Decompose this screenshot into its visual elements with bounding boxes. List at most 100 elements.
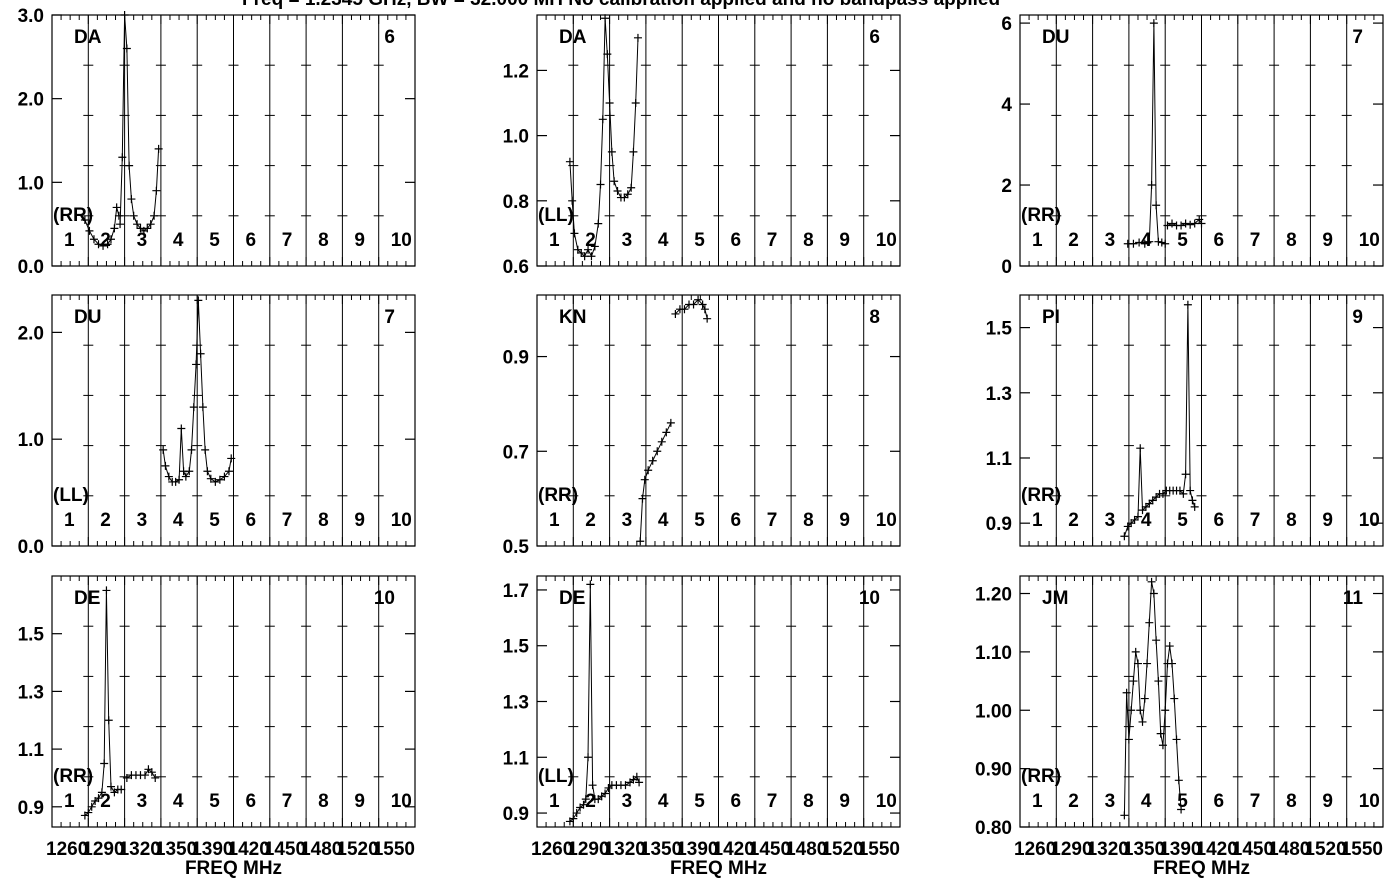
data-point — [118, 153, 127, 162]
data-point — [662, 428, 671, 437]
y-tick-label: 3.0 — [18, 6, 44, 27]
data-point — [632, 772, 641, 781]
x-tick-label: 1350 — [640, 839, 682, 860]
data-line — [1127, 23, 1166, 245]
data-point — [689, 300, 698, 309]
channel-number: 3 — [1105, 510, 1116, 531]
channel-number: 3 — [137, 230, 148, 251]
data-point — [106, 235, 115, 244]
y-tick-label: 1.5 — [503, 637, 530, 658]
data-point — [147, 768, 156, 777]
data-point — [703, 314, 712, 323]
data-point — [177, 424, 186, 433]
data-point — [146, 220, 155, 229]
channel-number: 7 — [767, 510, 778, 531]
data-point — [1120, 811, 1129, 820]
channel-number: 4 — [173, 230, 184, 251]
channel-number: 2 — [585, 791, 596, 812]
x-tick-label: 1290 — [82, 839, 124, 860]
data-point — [1136, 706, 1145, 715]
antenna-label: DE — [559, 588, 585, 609]
data-point — [1186, 486, 1195, 495]
data-point — [196, 349, 205, 358]
data-point — [1161, 239, 1170, 248]
panel-number: 10 — [859, 588, 880, 609]
data-point — [605, 99, 614, 108]
y-tick-label: 0.8 — [503, 192, 529, 213]
channel-number: 7 — [1250, 510, 1261, 531]
channel-number: 10 — [391, 230, 412, 251]
polarization-label: (RR) — [53, 766, 93, 787]
y-tick-label: 0.9 — [503, 348, 529, 369]
y-tick-label: 1.3 — [503, 693, 529, 714]
data-point — [565, 157, 574, 166]
x-tick-label: 1420 — [1196, 839, 1238, 860]
y-tick-label: 1.3 — [18, 682, 44, 703]
data-point — [621, 781, 630, 790]
y-tick-label: 4 — [1001, 95, 1012, 116]
x-tick-label: 1550 — [373, 839, 415, 860]
data-line — [119, 14, 160, 232]
data-point — [1156, 729, 1165, 738]
panel-7: 0.91.11.31.5DE 10(RR)1 2 3 4 5 6 7 8 9 10126012901… — [18, 575, 416, 879]
panel-5: 0.5 0.7 0.9 KN 8 (RR) 1 2 3 4 5 6 7 8 9 10 — [503, 294, 901, 558]
panel-1: 0.0 1.0 2.0 3.0 DA 6 (RR) 1 2 3 4 5 6 7 8 9 10 — [18, 6, 416, 278]
data-point — [636, 537, 645, 546]
channel-number: 9 — [839, 230, 850, 251]
channel-number: 5 — [1177, 230, 1188, 251]
channel-number: 10 — [1359, 510, 1380, 531]
data-point — [671, 309, 680, 318]
channel-number: 2 — [1068, 791, 1079, 812]
data-point — [1183, 300, 1192, 309]
y-tick-label: 1.00 — [975, 701, 1012, 722]
channel-number: 9 — [354, 230, 365, 251]
channel-number: 1 — [1032, 791, 1043, 812]
data-point — [185, 467, 194, 476]
data-point — [572, 809, 581, 818]
x-tick-label: 1260 — [531, 839, 573, 860]
data-point — [1157, 238, 1166, 247]
data-point — [181, 472, 190, 481]
x-tick-label: 1450 — [264, 839, 306, 860]
data-point — [102, 586, 111, 595]
antenna-label: DU — [74, 307, 101, 328]
data-point — [122, 44, 131, 53]
data-point — [588, 781, 597, 790]
channel-number: 7 — [282, 510, 293, 531]
channel-number: 8 — [318, 791, 329, 812]
data-point — [570, 229, 579, 238]
data-point — [1127, 706, 1136, 715]
polarization-label: (RR) — [538, 485, 578, 506]
y-tick-label: 2 — [1001, 176, 1012, 197]
panel-8: 0.9 1.1 1.3 1.5 1.7 DE 10 (LL) 1 2 3 4 5 6 7 8 9 10 126012… — [503, 575, 901, 879]
data-point — [220, 472, 229, 481]
channel-number: 6 — [1214, 510, 1225, 531]
channel-number: 2 — [100, 791, 111, 812]
data-point — [1190, 219, 1199, 228]
data-point — [198, 403, 207, 412]
x-tick-label: 1390 — [1159, 839, 1201, 860]
y-tick-label: 2.0 — [18, 90, 44, 111]
x-tick-label: 1320 — [119, 839, 161, 860]
panel-number: 7 — [384, 307, 395, 328]
data-point — [215, 475, 224, 484]
data-point — [587, 252, 596, 261]
data-point — [1131, 647, 1140, 656]
data-point — [1120, 532, 1129, 541]
data-point — [568, 196, 577, 205]
data-point — [584, 753, 593, 762]
data-point — [1129, 239, 1138, 248]
panel-number: 11 — [1343, 588, 1364, 609]
y-tick-label: 1.7 — [503, 581, 529, 602]
data-point — [590, 242, 599, 251]
data-point — [1161, 706, 1170, 715]
data-point — [581, 795, 590, 804]
data-point — [638, 494, 647, 503]
data-point — [623, 190, 632, 199]
y-tick-label: 0.9 — [986, 514, 1012, 535]
data-point — [150, 211, 159, 220]
panel-4: 0.0 1.0 2.0 DU 7 (LL) 1 2 3 4 5 6 7 8 9 10 — [18, 294, 416, 558]
data-point — [1135, 238, 1144, 247]
channel-number: 6 — [731, 510, 742, 531]
y-tick-label: 0.80 — [975, 818, 1012, 839]
